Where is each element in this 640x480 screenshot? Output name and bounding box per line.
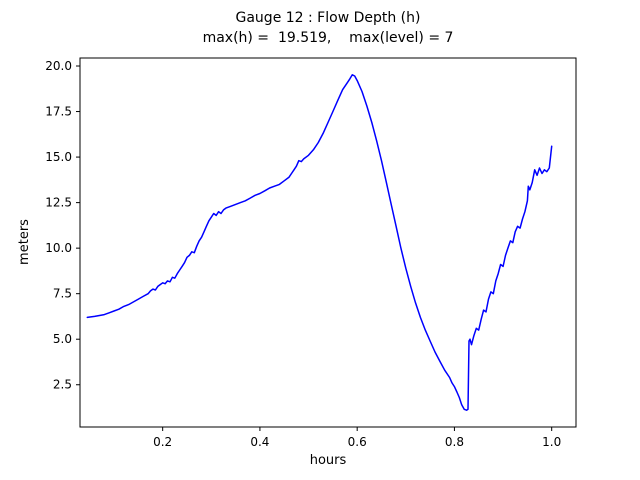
chart-subtitle: max(h) = 19.519, max(level) = 7 (203, 30, 454, 46)
y-tick-label: 7.5 (53, 287, 72, 301)
y-axis-ticks: 2.5 5.0 7.5 10.0 12.5 15.0 17.5 20.0 (45, 59, 80, 392)
y-tick-label: 20.0 (45, 59, 72, 73)
y-tick-label: 10.0 (45, 241, 72, 255)
y-tick-label: 2.5 (53, 378, 72, 392)
y-tick-label: 5.0 (53, 332, 72, 346)
x-axis-ticks: 0.2 0.4 0.6 0.8 1.0 (153, 427, 561, 449)
y-tick-label: 17.5 (45, 105, 72, 119)
data-line (86, 74, 553, 411)
x-tick-label: 0.2 (153, 435, 172, 449)
x-tick-label: 1.0 (542, 435, 561, 449)
y-tick-label: 15.0 (45, 150, 72, 164)
chart-title: Gauge 12 : Flow Depth (h) (236, 10, 421, 26)
x-tick-label: 0.6 (348, 435, 367, 449)
x-tick-label: 0.8 (445, 435, 464, 449)
y-tick-label: 12.5 (45, 196, 72, 210)
x-axis-label: hours (310, 453, 347, 468)
y-axis-label: meters (17, 219, 32, 265)
plot-area (79, 57, 577, 428)
x-tick-label: 0.4 (250, 435, 269, 449)
